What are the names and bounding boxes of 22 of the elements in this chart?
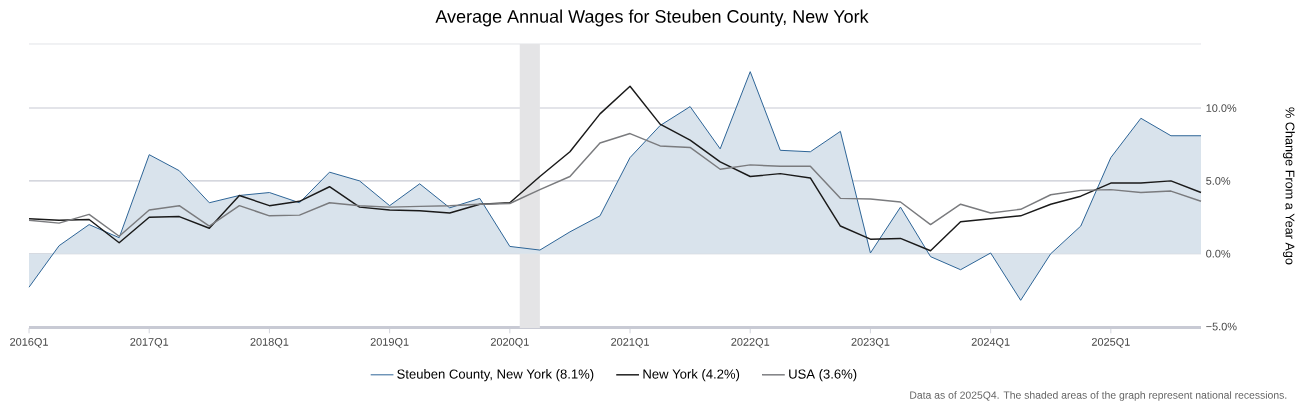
x-tick-label: 2018Q1 bbox=[250, 338, 289, 348]
y-tick-label: −5.0% bbox=[1206, 322, 1237, 331]
y-tick-label: 5.0% bbox=[1206, 177, 1231, 185]
x-tick-label: 2016Q1 bbox=[10, 338, 48, 348]
legend-label: Steuben County, New York (8.1%) bbox=[397, 369, 594, 382]
x-tick-label: 2019Q1 bbox=[370, 338, 409, 348]
y-tick-label: 10.0% bbox=[1206, 104, 1237, 112]
x-tick-label: 2025Q1 bbox=[1091, 338, 1130, 348]
legend-label: USA (3.6%) bbox=[789, 369, 857, 382]
y-axis-title: % Change From a Year Ago bbox=[1282, 107, 1295, 265]
x-tick-label: 2017Q1 bbox=[130, 338, 169, 348]
x-tick-label: 2023Q1 bbox=[851, 338, 890, 348]
x-tick-label: 2022Q1 bbox=[731, 338, 770, 348]
legend-label: New York (4.2%) bbox=[643, 369, 740, 382]
line-series bbox=[28, 132, 1202, 237]
x-tick-label: 2020Q1 bbox=[490, 338, 529, 348]
line-series bbox=[28, 85, 1202, 252]
x-tick-label: 2024Q1 bbox=[971, 338, 1010, 348]
text: Data as of 2025Q4. The shaded areas of the graph represent national recessions. bbox=[910, 391, 1287, 401]
x-tick-label: 2021Q1 bbox=[611, 338, 649, 348]
chart-title: Average Annual Wages for Steuben County, New York bbox=[435, 9, 869, 27]
y-tick-label: 0.0% bbox=[1206, 249, 1231, 258]
